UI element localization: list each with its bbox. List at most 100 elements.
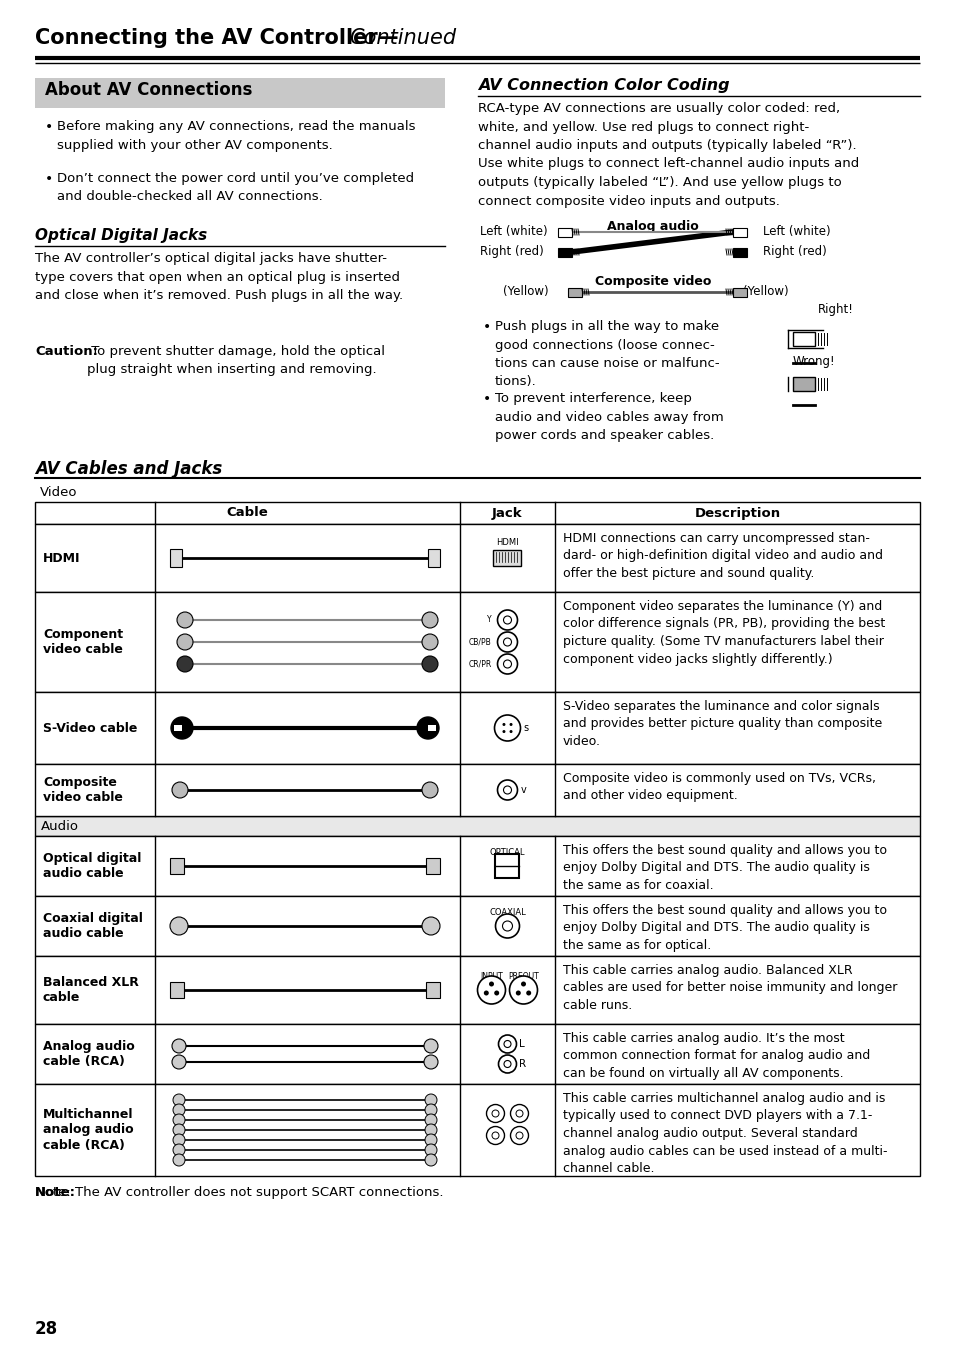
Text: The AV controller’s optical digital jacks have shutter-
type covers that open wh: The AV controller’s optical digital jack… — [35, 252, 403, 302]
Text: Cable: Cable — [227, 507, 268, 519]
Bar — [792, 377, 814, 391]
Text: L: L — [519, 1039, 525, 1049]
Circle shape — [424, 1095, 436, 1105]
Circle shape — [483, 991, 488, 996]
Circle shape — [503, 1041, 511, 1047]
Circle shape — [172, 1055, 186, 1069]
Text: •: • — [482, 319, 491, 334]
Circle shape — [486, 1104, 504, 1123]
Circle shape — [502, 723, 505, 727]
Circle shape — [421, 656, 437, 673]
Text: Note: The AV controller does not support SCART connections.: Note: The AV controller does not support… — [35, 1186, 443, 1198]
Circle shape — [498, 1055, 516, 1073]
Text: (Yellow): (Yellow) — [502, 286, 548, 298]
Text: Composite
video cable: Composite video cable — [43, 776, 123, 803]
Bar — [35, 816, 919, 836]
Circle shape — [494, 991, 498, 996]
Text: Left (white): Left (white) — [762, 225, 830, 239]
Circle shape — [497, 780, 517, 799]
Bar — [35, 1084, 919, 1175]
Bar — [35, 896, 919, 956]
Text: RCA-type AV connections are usually color coded: red,
white, and yellow. Use red: RCA-type AV connections are usually colo… — [477, 102, 859, 208]
Circle shape — [498, 1035, 516, 1053]
Text: CB/PB: CB/PB — [468, 638, 491, 647]
Circle shape — [421, 917, 439, 936]
Text: Don’t connect the power cord until you’ve completed
and double-checked all AV co: Don’t connect the power cord until you’v… — [57, 173, 414, 204]
Text: 28: 28 — [35, 1320, 58, 1339]
Text: Composite video is commonly used on TVs, VCRs,
and other video equipment.: Composite video is commonly used on TVs,… — [562, 772, 875, 802]
Circle shape — [503, 638, 511, 646]
Bar — [35, 592, 919, 692]
Text: This offers the best sound quality and allows you to
enjoy Dolby Digital and DTS: This offers the best sound quality and a… — [562, 905, 886, 952]
Text: •: • — [45, 173, 53, 186]
Circle shape — [424, 1154, 436, 1166]
Text: Description: Description — [694, 507, 780, 519]
Text: Caution:: Caution: — [35, 345, 98, 359]
Text: CR/PR: CR/PR — [468, 659, 491, 669]
Text: To prevent shutter damage, hold the optical
plug straight when inserting and rem: To prevent shutter damage, hold the opti… — [87, 345, 385, 376]
Circle shape — [477, 976, 505, 1004]
Bar — [428, 725, 436, 731]
Bar — [493, 550, 521, 566]
Circle shape — [486, 1127, 504, 1144]
Bar — [426, 981, 439, 998]
Text: Before making any AV connections, read the manuals
supplied with your other AV c: Before making any AV connections, read t… — [57, 120, 416, 151]
Circle shape — [497, 611, 517, 630]
Text: S-Video separates the luminance and color signals
and provides better picture qu: S-Video separates the luminance and colo… — [562, 700, 882, 748]
Text: Right (red): Right (red) — [762, 245, 826, 259]
Circle shape — [516, 1109, 522, 1117]
Text: Component video separates the luminance (Y) and
color difference signals (PR, PB: Component video separates the luminance … — [562, 600, 884, 666]
Bar — [558, 248, 572, 257]
Circle shape — [177, 656, 193, 673]
Bar — [792, 332, 814, 346]
Text: To prevent interference, keep
audio and video cables away from
power cords and s: To prevent interference, keep audio and … — [495, 392, 723, 442]
Text: This cable carries analog audio. It’s the most
common connection format for anal: This cable carries analog audio. It’s th… — [562, 1033, 869, 1080]
Circle shape — [172, 1124, 185, 1136]
Text: Push plugs in all the way to make
good connections (loose connec-
tions can caus: Push plugs in all the way to make good c… — [495, 319, 719, 388]
Text: COAXIAL: COAXIAL — [489, 909, 525, 917]
Bar — [35, 956, 919, 1024]
Circle shape — [526, 991, 531, 996]
Circle shape — [421, 612, 437, 628]
Circle shape — [497, 632, 517, 652]
Bar — [732, 228, 746, 237]
Circle shape — [172, 1039, 186, 1053]
Bar — [35, 501, 919, 524]
Circle shape — [421, 634, 437, 650]
Text: INPUT: INPUT — [479, 972, 502, 981]
Bar — [732, 288, 746, 297]
Circle shape — [516, 1132, 522, 1139]
Text: R: R — [519, 1060, 526, 1069]
Text: Composite video: Composite video — [594, 275, 710, 288]
Circle shape — [172, 1095, 185, 1105]
Circle shape — [503, 1061, 511, 1068]
Circle shape — [172, 1104, 185, 1116]
Text: Right!: Right! — [817, 303, 853, 315]
Bar — [495, 855, 519, 878]
Circle shape — [509, 723, 512, 727]
Circle shape — [177, 612, 193, 628]
Bar — [567, 288, 581, 297]
Circle shape — [503, 616, 511, 624]
Circle shape — [172, 782, 188, 798]
Text: Analog audio: Analog audio — [606, 220, 699, 233]
Bar — [170, 549, 182, 568]
Circle shape — [172, 1134, 185, 1146]
Circle shape — [502, 921, 512, 931]
Text: Multichannel
analog audio
cable (RCA): Multichannel analog audio cable (RCA) — [43, 1108, 133, 1151]
Circle shape — [424, 1113, 436, 1126]
Bar — [35, 692, 919, 764]
Circle shape — [509, 976, 537, 1004]
Circle shape — [520, 981, 525, 987]
Text: This cable carries analog audio. Balanced XLR
cables are used for better noise i: This cable carries analog audio. Balance… — [562, 964, 897, 1012]
Bar — [173, 725, 182, 731]
Text: (Yellow): (Yellow) — [742, 286, 788, 298]
Text: HDMI: HDMI — [43, 551, 80, 565]
Text: s: s — [523, 723, 528, 733]
Bar — [170, 981, 184, 998]
Text: Audio: Audio — [41, 820, 79, 833]
Circle shape — [423, 1055, 437, 1069]
Circle shape — [170, 917, 188, 936]
Circle shape — [516, 991, 520, 996]
Text: Wrong!: Wrong! — [792, 355, 835, 368]
